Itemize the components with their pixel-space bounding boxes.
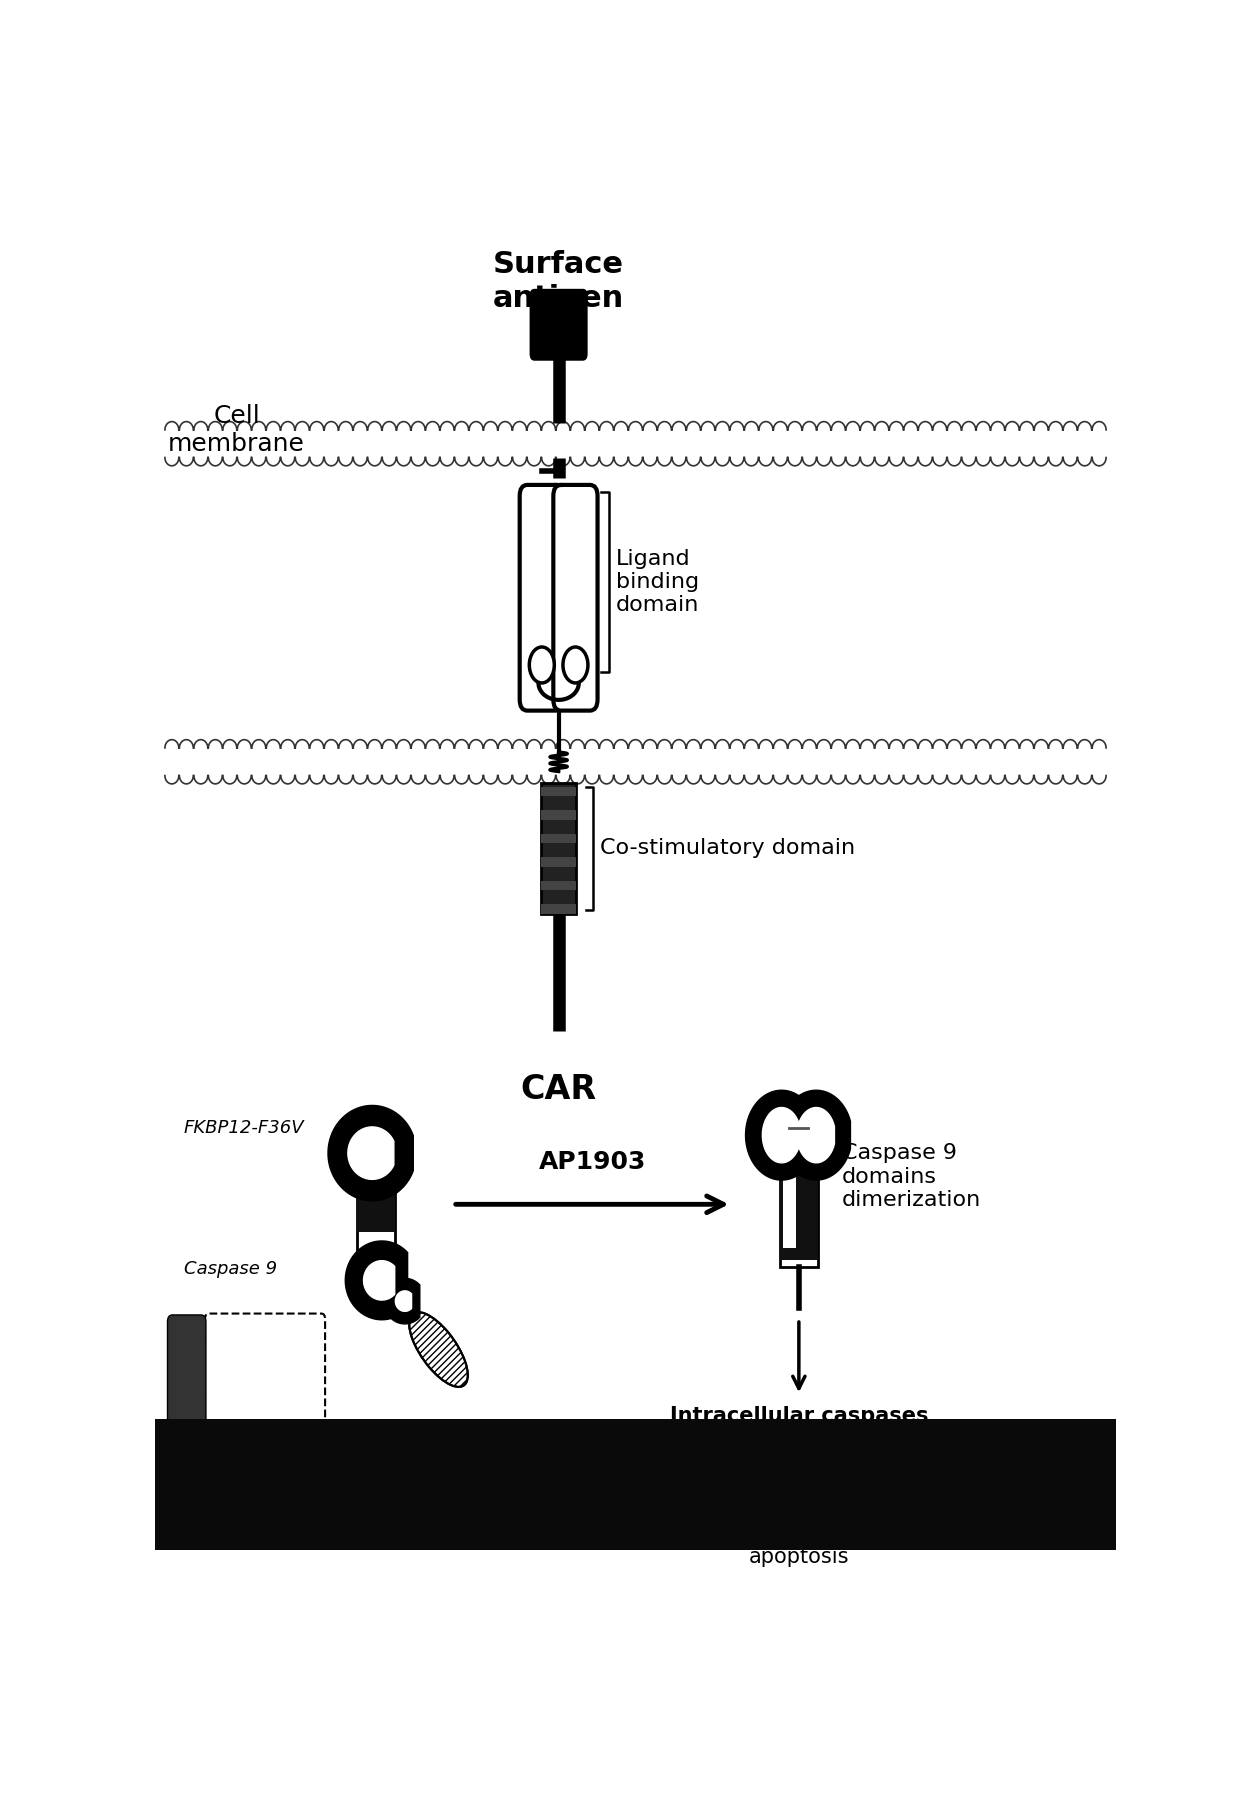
Text: FKBP12-F36V: FKBP12-F36V [184,1119,305,1137]
FancyBboxPatch shape [167,1315,206,1433]
Text: Co-stimulatory domain: Co-stimulatory domain [600,839,856,858]
Polygon shape [797,1108,835,1162]
Bar [542,903,575,914]
Circle shape [563,647,588,682]
Bar [542,833,575,844]
Bar [542,787,575,796]
Polygon shape [345,1241,408,1320]
Bar [780,1142,818,1266]
Bar [155,1419,1116,1550]
Bar [542,783,575,914]
Bar [357,1142,396,1266]
Polygon shape [396,1291,412,1311]
FancyBboxPatch shape [205,1313,325,1435]
Text: Cell
membrane: Cell membrane [169,404,305,456]
Bar [780,1155,818,1261]
Text: apoptosis: apoptosis [749,1548,849,1568]
Polygon shape [348,1126,394,1180]
Circle shape [529,647,554,682]
Text: AP1903: AP1903 [236,1392,294,1406]
Bar [782,1167,796,1248]
Polygon shape [763,1108,800,1162]
Text: Caspase 9: Caspase 9 [184,1261,277,1279]
Polygon shape [745,1090,816,1180]
Text: Ligand
binding
domain: Ligand binding domain [616,550,699,616]
Polygon shape [780,1090,851,1180]
Polygon shape [363,1261,394,1300]
Ellipse shape [409,1313,467,1387]
Text: Surface
antigen: Surface antigen [494,250,624,313]
FancyBboxPatch shape [529,289,588,361]
Text: Caspase 9
domains
dimerization: Caspase 9 domains dimerization [842,1144,981,1211]
Text: AP1903: AP1903 [538,1149,646,1175]
Bar [357,1176,396,1232]
Polygon shape [329,1105,413,1202]
Bar [542,880,575,891]
Text: iCasp9: iCasp9 [239,1349,291,1363]
Bar [542,810,575,819]
Text: Intracellular caspases
activation: Intracellular caspases activation [670,1406,928,1449]
FancyBboxPatch shape [553,485,598,711]
Bar [542,857,575,867]
FancyBboxPatch shape [520,485,564,711]
Text: CAR: CAR [521,1072,596,1106]
Polygon shape [383,1279,420,1324]
